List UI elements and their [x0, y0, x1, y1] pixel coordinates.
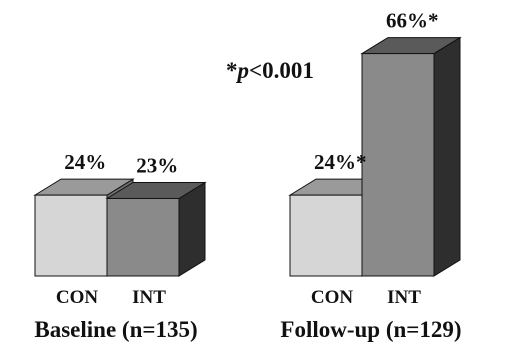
bars-layer — [33, 36, 462, 277]
labels-layer: 24% CON 23% INT Baseline (n=135) 24%* CON 66%* I… — [34, 9, 461, 342]
bar-front-face — [361, 53, 435, 277]
data-label-int: 23% — [136, 153, 178, 177]
group-label-follow-up: Follow-up (n=129) — [280, 317, 461, 342]
significance-annotation: *p<0.001 — [226, 58, 314, 83]
bar-side-face — [433, 36, 461, 277]
group-label-baseline: Baseline (n=135) — [34, 317, 197, 342]
data-label-con: 24%* — [314, 150, 367, 174]
bar-int-baseline — [105, 181, 207, 277]
tick-label-int: INT — [387, 287, 421, 308]
bar-front-face — [34, 194, 108, 277]
tick-label-int: INT — [132, 287, 166, 308]
data-label-con: 24% — [64, 150, 106, 174]
bar-int-follow-up — [360, 36, 462, 277]
bar-front-face — [106, 197, 180, 277]
data-label-int: 66%* — [386, 9, 439, 33]
tick-label-con: CON — [56, 287, 99, 308]
bar-front-face — [289, 194, 363, 277]
tick-label-con: CON — [311, 287, 354, 308]
